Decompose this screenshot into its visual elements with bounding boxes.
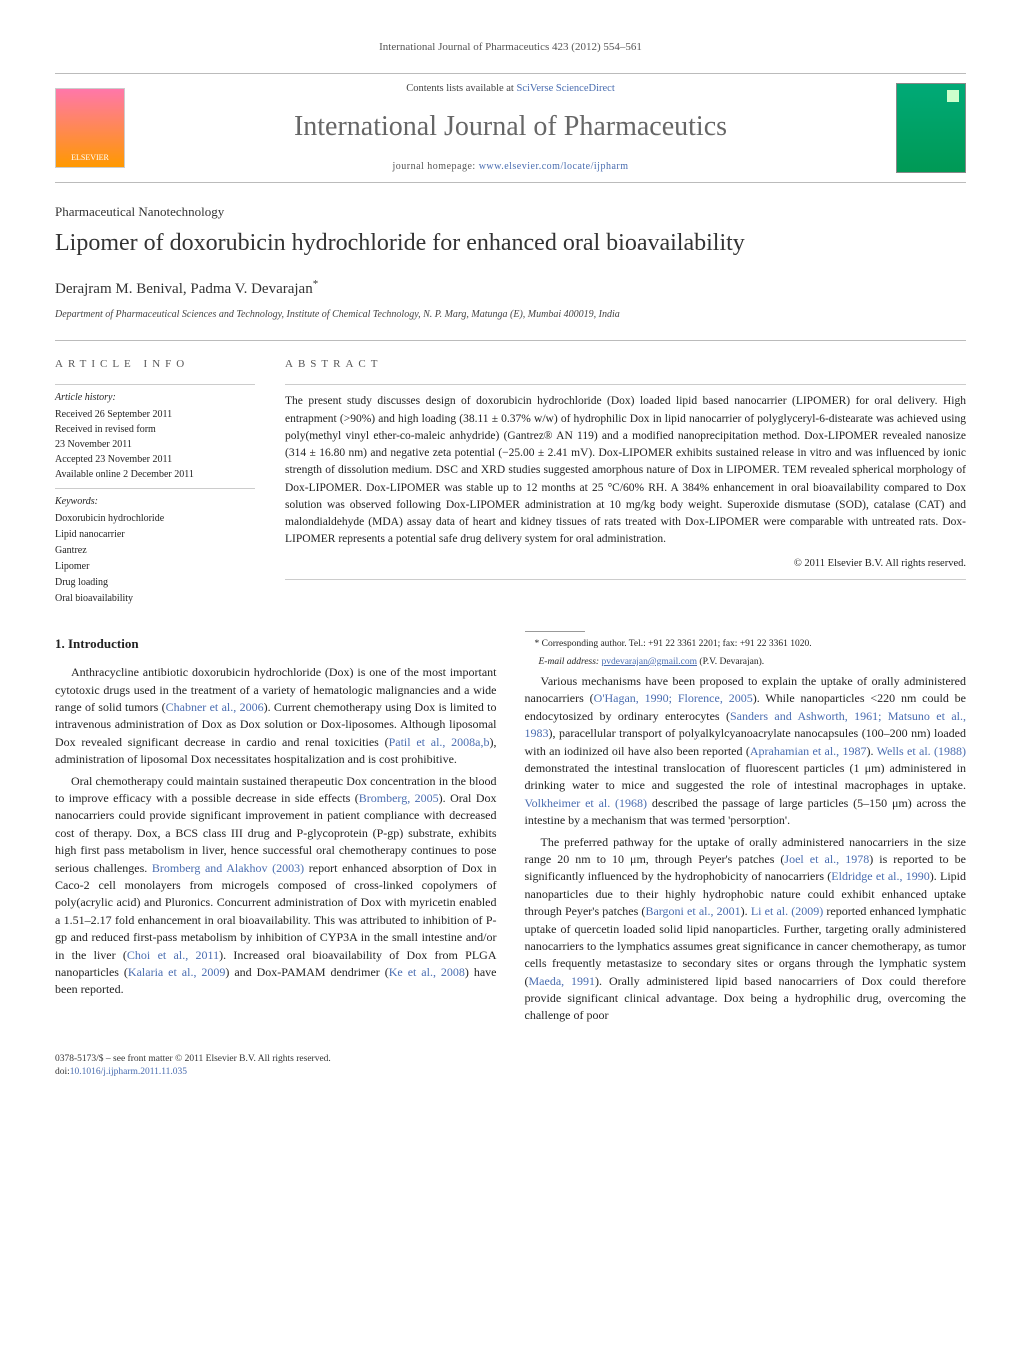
contents-available-line: Contents lists available at SciVerse Sci… [125, 82, 896, 97]
footer-meta: 0378-5173/$ – see front matter © 2011 El… [55, 1053, 966, 1080]
homepage-link[interactable]: www.elsevier.com/locate/ijpharm [479, 161, 629, 172]
text-run: report enhanced absorption of Dox in Cac… [55, 861, 497, 962]
journal-cover-thumbnail [896, 83, 966, 173]
masthead-center: Contents lists available at SciVerse Sci… [125, 82, 896, 174]
citation-link[interactable]: Joel et al., 1978 [784, 852, 869, 866]
citation-link[interactable]: Eldridge et al., 1990 [831, 869, 929, 883]
email-link[interactable]: pvdevarajan@gmail.com [601, 657, 697, 667]
journal-homepage-line: journal homepage: www.elsevier.com/locat… [125, 160, 896, 174]
body-paragraph: The preferred pathway for the uptake of … [525, 834, 967, 1025]
text-run: ) and Dox-PAMAM dendrimer ( [225, 965, 388, 979]
keyword-item: Lipomer [55, 559, 255, 575]
keywords-label: Keywords: [55, 488, 255, 509]
body-paragraph: Anthracycline antibiotic doxorubicin hyd… [55, 664, 497, 768]
doi-line: doi:10.1016/j.ijpharm.2011.11.035 [55, 1066, 966, 1079]
abstract-text: The present study discusses design of do… [285, 384, 966, 548]
citation-link[interactable]: Ke et al., 2008 [389, 965, 465, 979]
affiliation: Department of Pharmaceutical Sciences an… [55, 308, 966, 322]
citation-link[interactable]: Patil et al., 2008a,b [389, 735, 490, 749]
keyword-item: Gantrez [55, 543, 255, 559]
citation-link[interactable]: Bargoni et al., 2001 [645, 904, 740, 918]
journal-name: International Journal of Pharmaceutics [125, 107, 896, 146]
article-title: Lipomer of doxorubicin hydrochloride for… [55, 227, 966, 261]
email-label: E-mail address: [539, 657, 602, 667]
keyword-item: Lipid nanocarrier [55, 527, 255, 543]
citation-link[interactable]: Aprahamian et al., 1987 [750, 744, 867, 758]
corresponding-author-footnote: * Corresponding author. Tel.: +91 22 336… [525, 638, 967, 651]
keyword-item: Oral bioavailability [55, 591, 255, 607]
masthead: ELSEVIER Contents lists available at Sci… [55, 73, 966, 183]
email-person: (P.V. Devarajan). [697, 657, 764, 667]
sciverse-link[interactable]: SciVerse ScienceDirect [516, 83, 614, 94]
citation-link[interactable]: O'Hagan, 1990; Florence, 2005 [594, 691, 753, 705]
elsevier-logo: ELSEVIER [55, 88, 125, 168]
doi-prefix: doi: [55, 1067, 70, 1077]
authors: Derajram M. Benival, Padma V. Devarajan* [55, 277, 966, 300]
abstract-column: abstract The present study discusses des… [285, 357, 966, 607]
citation-link[interactable]: Bromberg, 2005 [359, 791, 439, 805]
abstract-copyright: © 2011 Elsevier B.V. All rights reserved… [285, 557, 966, 581]
text-run: ). [867, 744, 877, 758]
text-run: demonstrated the intestinal translocatio… [525, 761, 967, 792]
doi-link[interactable]: 10.1016/j.ijpharm.2011.11.035 [70, 1067, 187, 1077]
text-run: ). [741, 904, 751, 918]
citation-link[interactable]: Li et al. (2009) [751, 904, 823, 918]
homepage-prefix: journal homepage: [392, 161, 478, 172]
issn-copyright-line: 0378-5173/$ – see front matter © 2011 El… [55, 1053, 966, 1066]
citation-link[interactable]: Choi et al., [127, 948, 188, 962]
contents-prefix: Contents lists available at [406, 83, 516, 94]
article-body: 1. Introduction Anthracycline antibiotic… [55, 631, 966, 1024]
article-history-body: Received 26 September 2011 Received in r… [55, 407, 255, 482]
info-abstract-row: article info Article history: Received 2… [55, 340, 966, 607]
corresponding-marker: * [313, 278, 319, 290]
citation-link[interactable]: Wells et al. (1988) [877, 744, 966, 758]
keyword-item: Drug loading [55, 575, 255, 591]
citation-link[interactable]: Maeda, 1991 [529, 974, 596, 988]
author-names: Derajram M. Benival, Padma V. Devarajan [55, 281, 313, 297]
article-info-header: article info [55, 357, 255, 372]
citation-link[interactable]: Volkheimer et al. (1968) [525, 796, 648, 810]
introduction-heading: 1. Introduction [55, 635, 497, 654]
article-section-label: Pharmaceutical Nanotechnology [55, 203, 966, 221]
email-footnote: E-mail address: pvdevarajan@gmail.com (P… [525, 656, 967, 669]
body-paragraph: Oral chemotherapy could maintain sustain… [55, 773, 497, 999]
body-paragraph: Various mechanisms have been proposed to… [525, 673, 967, 830]
journal-reference: International Journal of Pharmaceutics 4… [55, 40, 966, 55]
keywords-list: Doxorubicin hydrochloride Lipid nanocarr… [55, 511, 255, 607]
citation-link[interactable]: Chabner et al., 2006 [166, 700, 264, 714]
article-history-label: Article history: [55, 384, 255, 405]
article-info-column: article info Article history: Received 2… [55, 357, 255, 607]
citation-link[interactable]: 2011 [196, 948, 220, 962]
abstract-header: abstract [285, 357, 966, 372]
footnote-separator [525, 631, 585, 632]
keyword-item: Doxorubicin hydrochloride [55, 511, 255, 527]
citation-link[interactable]: Bromberg and Alakhov (2003) [152, 861, 304, 875]
citation-link[interactable]: Kalaria et al., 2009 [128, 965, 225, 979]
